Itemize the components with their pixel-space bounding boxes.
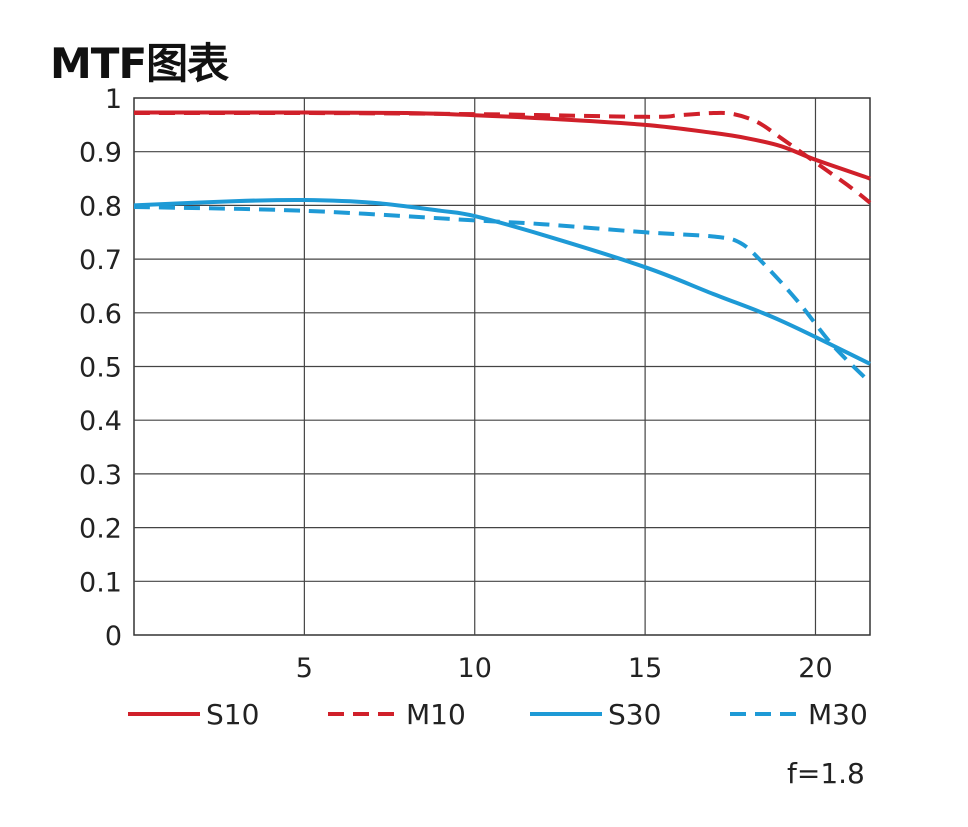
chart-title: MTF图表 bbox=[50, 39, 229, 88]
series-line-s30 bbox=[133, 197, 871, 366]
y-tick-label: 0.2 bbox=[79, 514, 122, 545]
y-tick-label: 0.7 bbox=[79, 245, 122, 276]
x-tick-label: 15 bbox=[628, 653, 662, 684]
y-tick-label: 1 bbox=[105, 84, 122, 115]
legend: S10 M10 S30 M30 bbox=[128, 698, 868, 731]
y-tick-label: 0.5 bbox=[79, 353, 122, 384]
y-tick-label: 0.4 bbox=[79, 406, 122, 437]
legend-label-m10: M10 bbox=[406, 698, 466, 731]
y-tick-label: 0.1 bbox=[79, 567, 122, 598]
x-tick-label: 10 bbox=[458, 653, 492, 684]
y-tick-label: 0.8 bbox=[79, 191, 122, 222]
series-lines bbox=[133, 110, 872, 385]
x-tick-label: 20 bbox=[798, 653, 832, 684]
y-tick-label: 0.9 bbox=[79, 138, 122, 169]
y-tick-label: 0 bbox=[105, 621, 122, 652]
legend-label-m30: M30 bbox=[808, 698, 868, 731]
grid bbox=[133, 97, 871, 636]
legend-label-s10: S10 bbox=[206, 698, 259, 731]
series-line-m30 bbox=[133, 205, 872, 385]
x-axis-ticks: 5 10 15 20 bbox=[296, 653, 833, 684]
x-tick-label: 5 bbox=[296, 653, 313, 684]
legend-label-s30: S30 bbox=[608, 698, 661, 731]
y-axis-ticks: 0 0.1 0.2 0.3 0.4 0.5 0.6 0.7 0.8 0.9 1 bbox=[79, 84, 122, 652]
series-line-s10 bbox=[133, 110, 871, 181]
y-tick-label: 0.6 bbox=[79, 299, 122, 330]
aperture-note: f=1.8 bbox=[787, 757, 865, 790]
y-tick-label: 0.3 bbox=[79, 460, 122, 491]
series-line-m10 bbox=[133, 110, 872, 205]
